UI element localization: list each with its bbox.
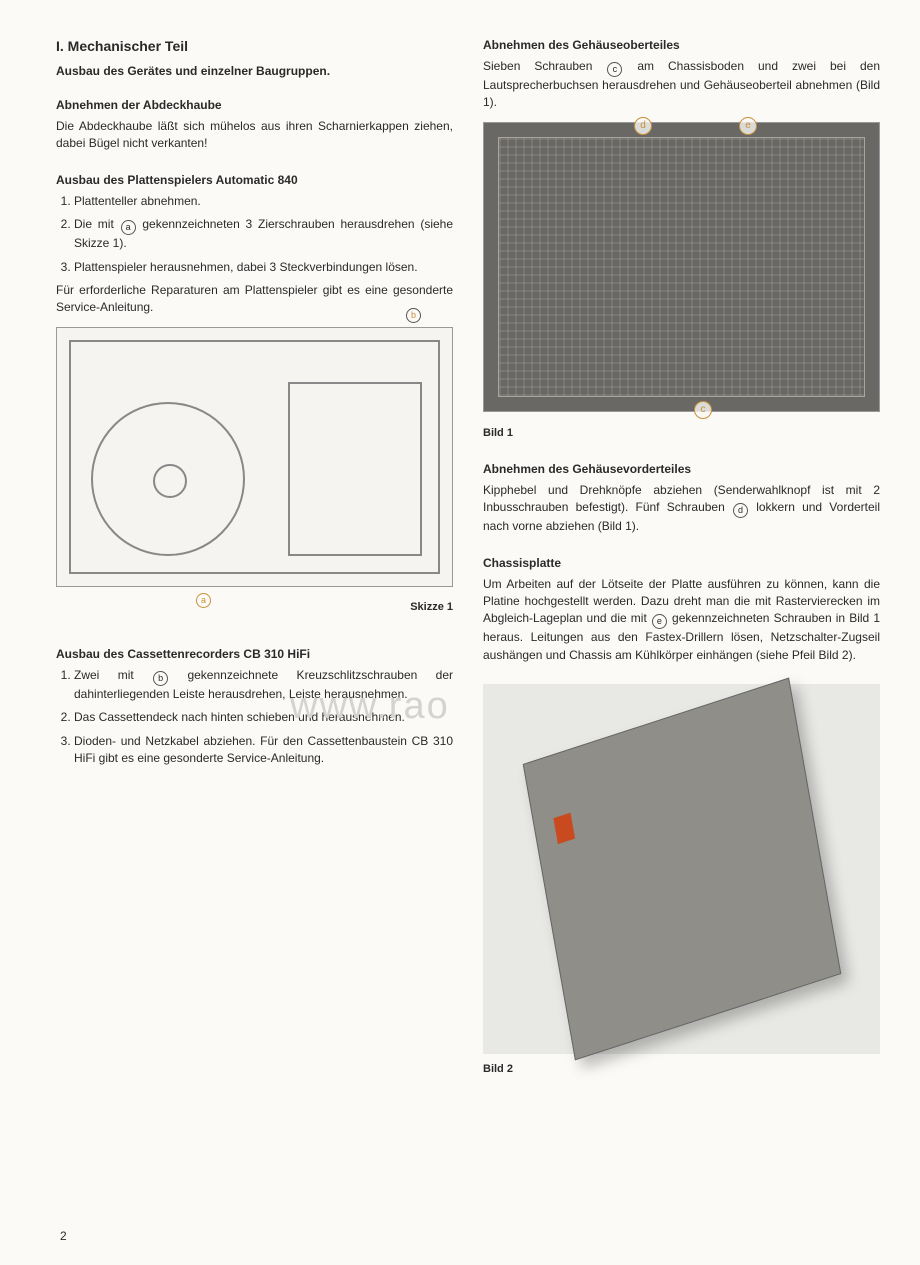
list-item: Das Cassettendeck nach hinten schieben u… — [74, 709, 453, 726]
paragraph: Sieben Schrauben c am Chassisboden und z… — [483, 58, 880, 112]
figure-caption: Bild 2 — [483, 1062, 880, 1078]
callout-circle-icon: a — [196, 593, 211, 608]
text-fragment: Sieben Schrauben — [483, 59, 606, 73]
page: www.rao I. Mechanischer Teil Ausbau des … — [0, 0, 920, 1265]
paragraph: Kipphebel und Drehknöpfe abziehen (Sende… — [483, 482, 880, 536]
right-column: Abnehmen des Gehäuseoberteiles Sieben Sc… — [483, 38, 880, 1078]
text-fragment: Die mit — [74, 217, 120, 231]
cassette-panel-icon — [288, 382, 422, 556]
callout-circle-icon: c — [607, 62, 622, 77]
list-item: Plattenspieler herausnehmen, dabei 3 Ste… — [74, 259, 453, 276]
figure-bild-2 — [483, 684, 880, 1054]
list-item: Dioden- und Netzkabel abziehen. Für den … — [74, 733, 453, 768]
list-item: Plattenteller abnehmen. — [74, 193, 453, 210]
callout-circle-icon: c — [694, 401, 712, 419]
callout-circle-icon: b — [153, 671, 168, 686]
section-subtitle: Ausbau des Gerätes und einzelner Baugrup… — [56, 64, 453, 78]
subsection-heading: Ausbau des Plattenspielers Automatic 840 — [56, 173, 453, 187]
left-column: I. Mechanischer Teil Ausbau des Gerätes … — [56, 38, 453, 1078]
section-heading: I. Mechanischer Teil — [56, 38, 453, 54]
two-column-layout: I. Mechanischer Teil Ausbau des Gerätes … — [56, 38, 880, 1078]
chassis-tilted-photo-placeholder — [522, 678, 840, 1061]
subsection-heading: Chassisplatte — [483, 556, 880, 570]
paragraph: Für erforderliche Reparaturen am Platten… — [56, 282, 453, 317]
paragraph: Um Arbeiten auf der Lötseite der Platte … — [483, 576, 880, 665]
callout-circle-icon: b — [406, 308, 421, 323]
ordered-list: Plattenteller abnehmen. Die mit a gekenn… — [56, 193, 453, 276]
caption-row: a Skizze 1 — [56, 593, 453, 613]
turntable-icon — [91, 402, 245, 556]
page-number: 2 — [60, 1229, 67, 1243]
callout-circle-icon: a — [121, 220, 136, 235]
callout-circle-icon: d — [733, 503, 748, 518]
callout-circle-icon: e — [739, 117, 757, 135]
diagram-frame — [69, 340, 440, 574]
figure-caption: Bild 1 — [483, 426, 880, 442]
callout-circle-icon: e — [652, 614, 667, 629]
list-item: Die mit a gekennzeichneten 3 Zierschraub… — [74, 216, 453, 252]
figure-bild-1: d e c — [483, 122, 880, 412]
callout-circle-icon: d — [634, 117, 652, 135]
list-item: Zwei mit b gekennzeichnete Kreuzschlitzs… — [74, 667, 453, 703]
figure-caption: Skizze 1 — [410, 601, 453, 613]
subsection-heading: Abnehmen der Abdeckhaube — [56, 98, 453, 112]
ordered-list: Zwei mit b gekennzeichnete Kreuzschlitzs… — [56, 667, 453, 768]
text-fragment: Zwei mit — [74, 668, 152, 682]
paragraph: Die Abdeckhaube läßt sich mühelos aus ih… — [56, 118, 453, 153]
subsection-heading: Ausbau des Cassettenrecorders CB 310 HiF… — [56, 647, 453, 661]
subsection-heading: Abnehmen des Gehäuseoberteiles — [483, 38, 880, 52]
figure-skizze-1: b — [56, 327, 453, 587]
subsection-heading: Abnehmen des Gehäusevorderteiles — [483, 462, 880, 476]
chassis-photo-placeholder — [498, 137, 865, 397]
